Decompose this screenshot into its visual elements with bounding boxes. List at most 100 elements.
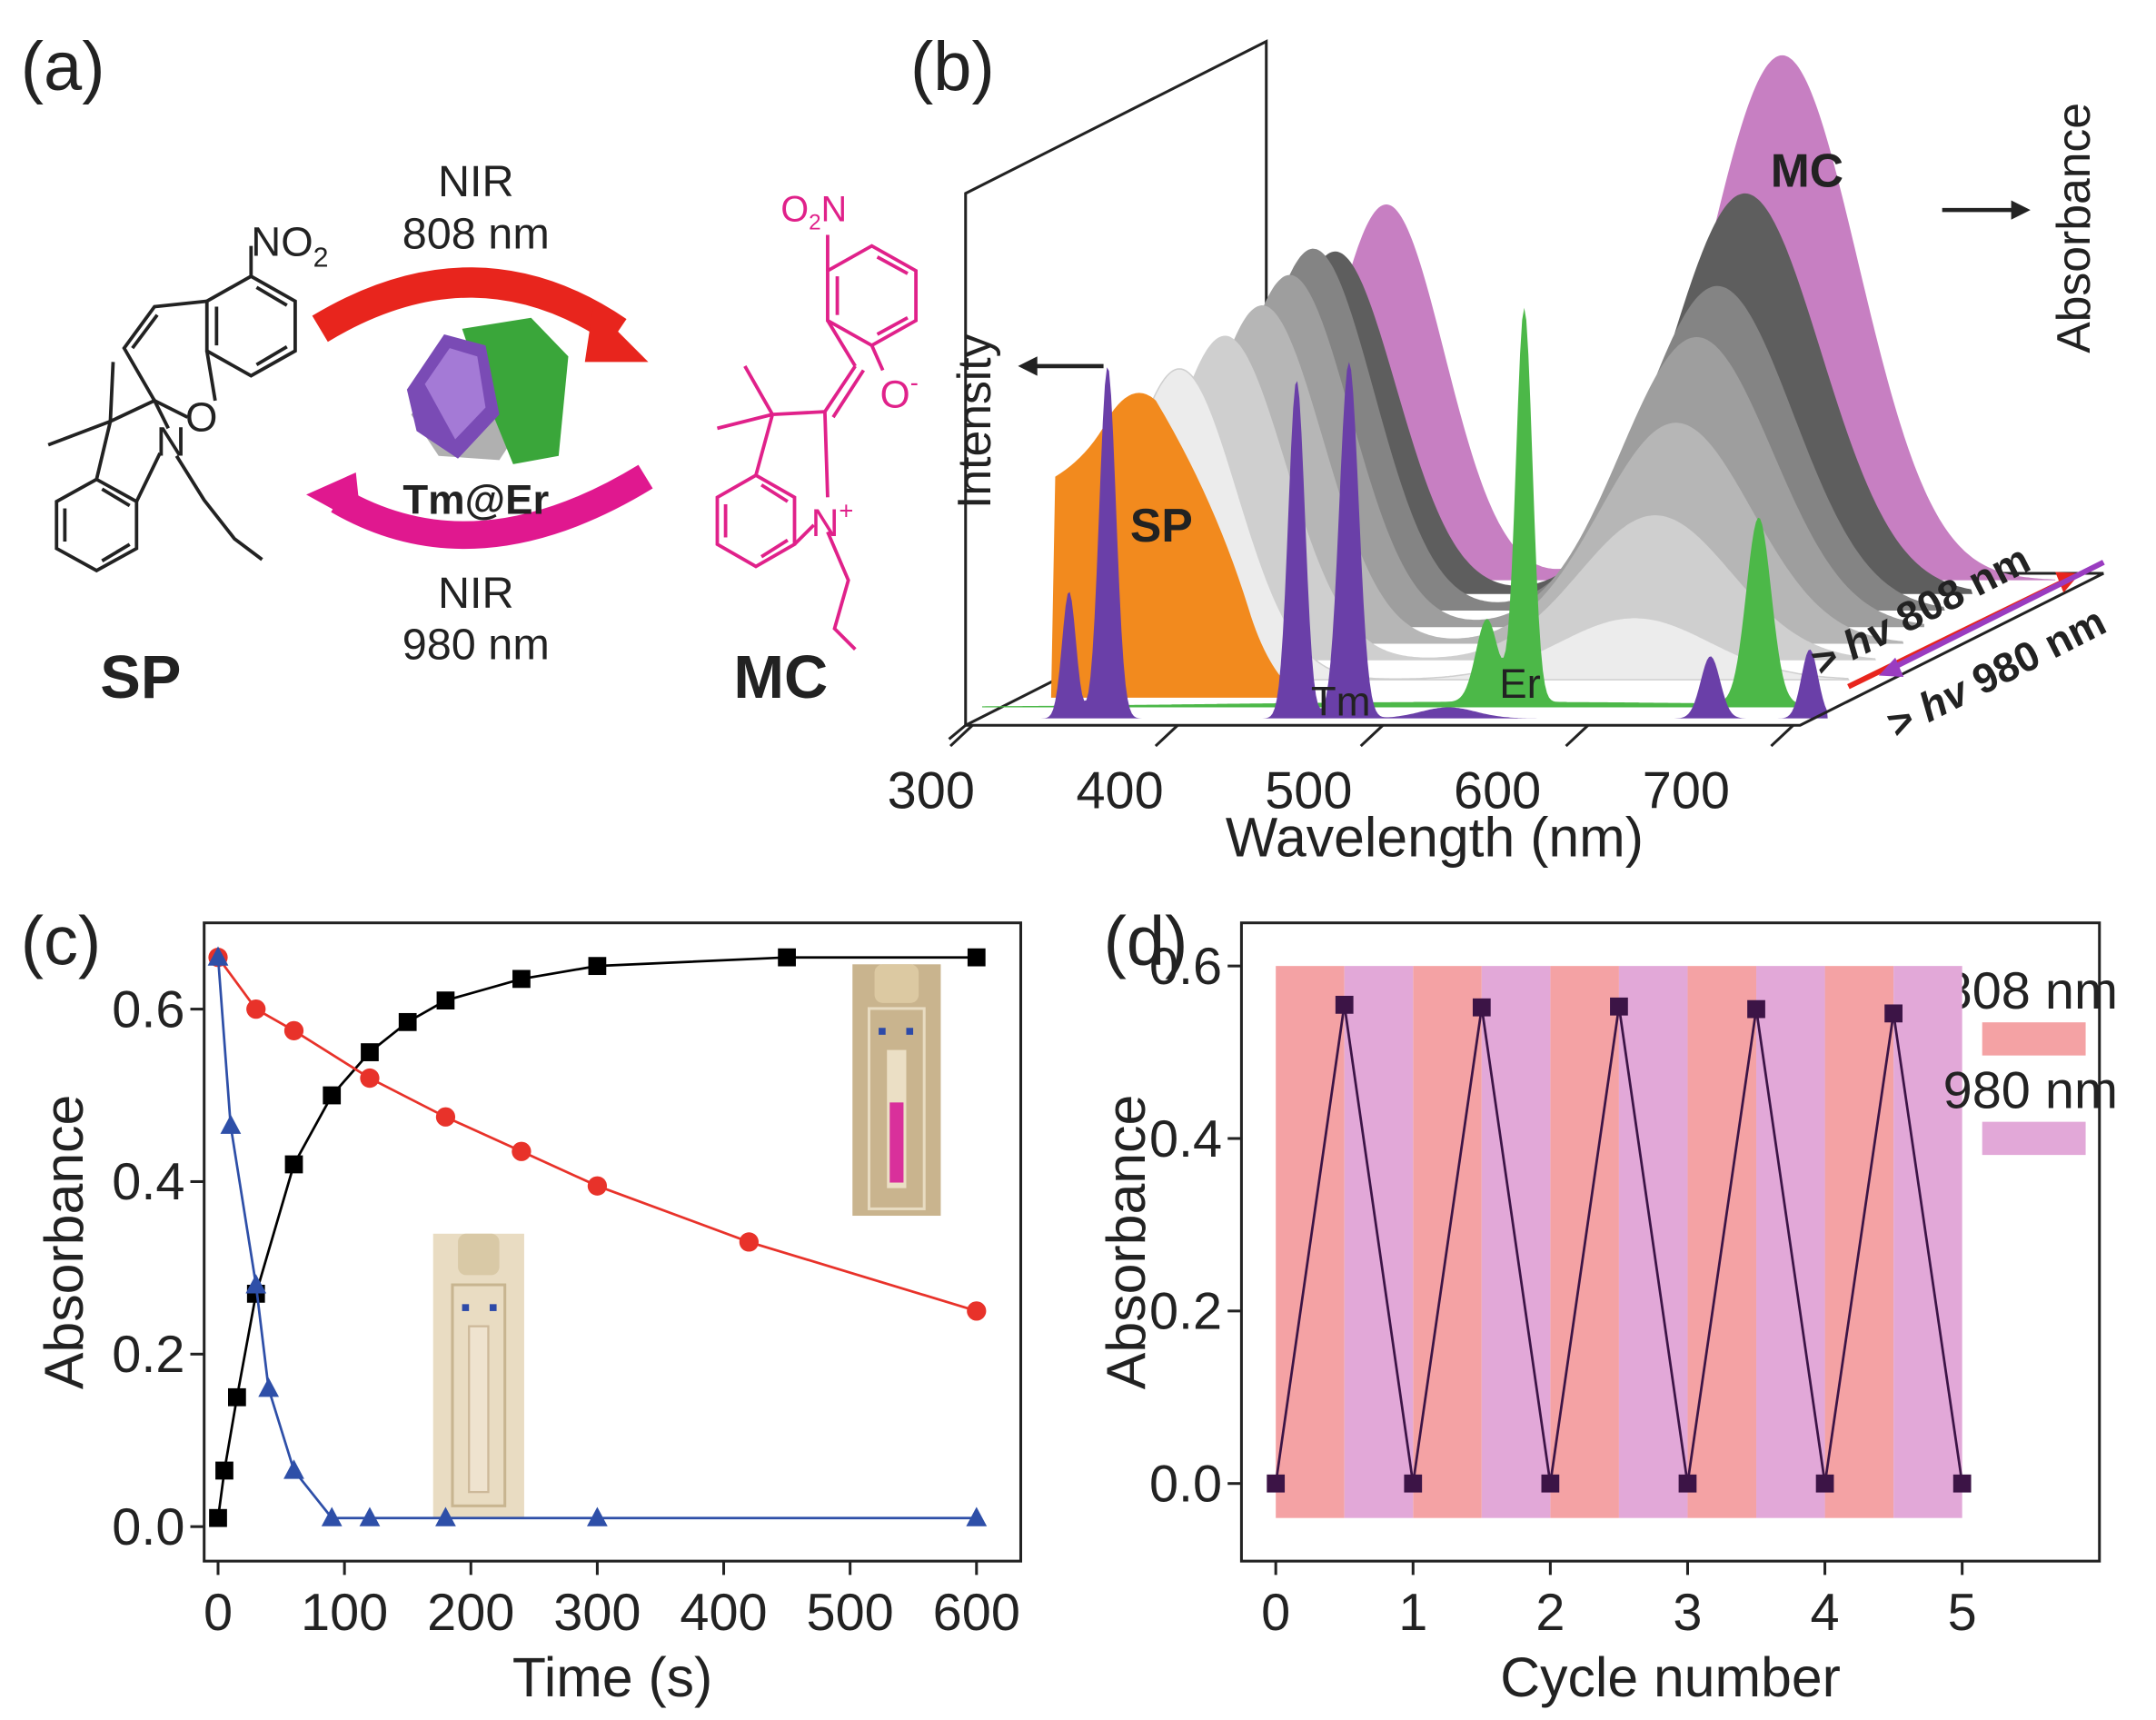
atom-charge: + bbox=[839, 497, 853, 525]
beam-prefix: > bbox=[1880, 695, 1923, 748]
panel-label: (d) bbox=[1104, 902, 1188, 979]
marker bbox=[398, 1012, 417, 1031]
panel-d: 808 nm 980 nm 0 1 2 3 4 5 0.0 0.2 0.4 0.6(d) Cycle n… bbox=[1095, 902, 2118, 1708]
mc-nitrogen: N+ bbox=[811, 497, 854, 545]
legend-label: 980 nm bbox=[1943, 1061, 2118, 1119]
arrow-label: 808 nm bbox=[402, 210, 550, 259]
legend-swatch bbox=[1982, 1121, 2086, 1156]
y-axis-title: Absorbance bbox=[1095, 1095, 1157, 1390]
sp-structure bbox=[47, 245, 297, 573]
panel-b: (b) Intensity Absorbance MC SP Tm Er > h… bbox=[888, 28, 2113, 869]
atom: N bbox=[811, 502, 840, 545]
arrow-head bbox=[306, 472, 362, 525]
marker bbox=[739, 1232, 759, 1252]
marker bbox=[207, 946, 229, 966]
marker bbox=[1472, 998, 1491, 1017]
marker bbox=[1267, 1474, 1286, 1493]
marker bbox=[284, 1155, 303, 1174]
x-tick-label: 600 bbox=[1454, 761, 1541, 820]
y-tick-label: 0.0 bbox=[112, 1498, 184, 1556]
axis-title: Intensity bbox=[948, 333, 1000, 509]
beam-text: 980 nm bbox=[1965, 598, 2113, 704]
x-axis-title: Time (s) bbox=[512, 1646, 712, 1708]
x-tick-label: 1 bbox=[1398, 1584, 1427, 1642]
spectrum-shape bbox=[981, 307, 1824, 708]
spectrum-shape bbox=[1268, 55, 2056, 581]
x-tick bbox=[1154, 724, 1179, 748]
marker bbox=[435, 1506, 456, 1526]
beam-symbol: hv bbox=[1912, 667, 1978, 731]
marker bbox=[1884, 1004, 1903, 1023]
spectrum-shape bbox=[1075, 368, 1850, 681]
x-axis-title: Wavelength (nm) bbox=[1226, 807, 1644, 869]
x-tick-label: 2 bbox=[1535, 1584, 1565, 1642]
annotation: Er bbox=[1499, 661, 1541, 707]
marker bbox=[778, 948, 796, 967]
frame-front bbox=[948, 572, 2104, 741]
marker bbox=[1335, 995, 1354, 1014]
marker bbox=[1747, 999, 1765, 1019]
atom-sub: 2 bbox=[313, 242, 329, 273]
arrow-head bbox=[1018, 356, 1038, 376]
marker bbox=[1541, 1474, 1560, 1493]
atom: NO bbox=[251, 218, 313, 264]
atom-charge: - bbox=[910, 368, 919, 396]
y-tick-label: 0.4 bbox=[1149, 1110, 1222, 1168]
marker bbox=[245, 1274, 267, 1294]
panel-label: (b) bbox=[910, 28, 995, 105]
atom-sub: 2 bbox=[809, 210, 821, 234]
panel-label: (a) bbox=[21, 28, 105, 105]
marker bbox=[587, 1506, 608, 1526]
y-tick-label: 0.2 bbox=[1149, 1283, 1222, 1341]
x-tick-label: 500 bbox=[807, 1584, 894, 1642]
marker bbox=[1610, 997, 1628, 1016]
compound-name: MC bbox=[733, 643, 828, 711]
annotation: MC bbox=[1771, 144, 1843, 196]
marker bbox=[323, 1086, 342, 1105]
x-tick-label: 3 bbox=[1673, 1584, 1702, 1642]
mc-structure bbox=[715, 234, 919, 651]
spectra bbox=[972, 55, 2056, 719]
atom: O bbox=[780, 189, 809, 229]
arrow-808 bbox=[312, 267, 627, 344]
x-axis: 300 400 500 600 700 bbox=[888, 724, 1794, 820]
nanoparticle bbox=[406, 317, 569, 464]
marker bbox=[215, 1461, 233, 1480]
mc-phenolate: O- bbox=[880, 368, 919, 416]
sp-nitro: NO2 bbox=[251, 218, 328, 273]
arrow-head bbox=[2011, 200, 2031, 220]
marker bbox=[283, 1020, 304, 1040]
x-tick bbox=[1359, 724, 1385, 748]
atom: O bbox=[185, 393, 217, 440]
marker bbox=[321, 1506, 343, 1526]
y-tick-label: 0.6 bbox=[112, 980, 184, 1039]
marker bbox=[360, 1068, 380, 1089]
plot-frame bbox=[203, 921, 1023, 1563]
marker bbox=[967, 948, 986, 967]
panel-a: (a) NO2 O N O2N O- N+ NIR 808 nm T bbox=[21, 28, 919, 711]
marker bbox=[1404, 1474, 1423, 1493]
marker bbox=[512, 969, 531, 989]
marker bbox=[966, 1506, 988, 1526]
x-tick-label: 400 bbox=[680, 1584, 767, 1642]
x-tick-label: 4 bbox=[1811, 1584, 1840, 1642]
marker bbox=[588, 957, 607, 976]
x-tick-label: 300 bbox=[553, 1584, 641, 1642]
panel-c: 0 100 200 300 400 500 600 0.0 0.2 0.4 0.6(c) Time (… bbox=[21, 902, 1023, 1708]
arrow-label: 980 nm bbox=[402, 620, 550, 669]
marker bbox=[587, 1176, 608, 1196]
x-tick-label: 5 bbox=[1948, 1584, 1977, 1642]
x-tick-label: 0 bbox=[1261, 1584, 1290, 1642]
x-tick-label: 0 bbox=[204, 1584, 233, 1642]
particle-label: Tm@Er bbox=[402, 477, 549, 523]
x-tick-label: 100 bbox=[301, 1584, 388, 1642]
y-tick-label: 0.2 bbox=[112, 1326, 184, 1384]
atom: N bbox=[156, 419, 186, 465]
marker bbox=[436, 991, 455, 1009]
x-tick bbox=[1770, 724, 1794, 748]
x-tick-label: 600 bbox=[933, 1584, 1020, 1642]
arrow-head bbox=[584, 306, 649, 363]
x-tick-label: 300 bbox=[888, 761, 975, 820]
marker bbox=[361, 1043, 379, 1061]
